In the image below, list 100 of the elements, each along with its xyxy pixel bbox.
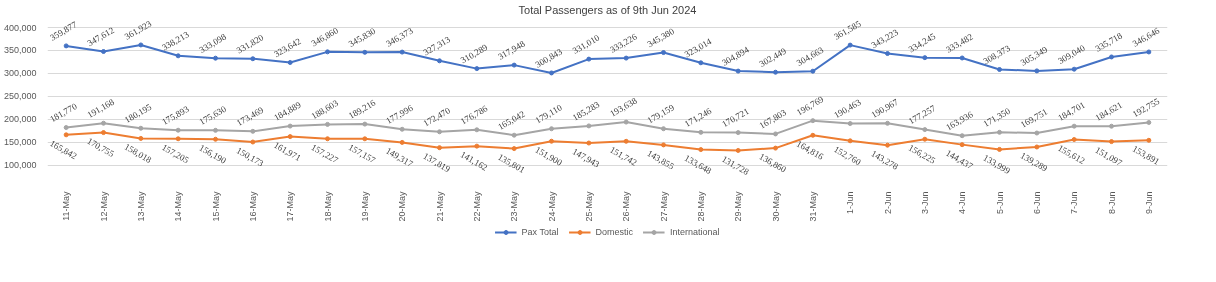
- x-tick-label: 31-May: [807, 191, 818, 222]
- point: [698, 147, 704, 153]
- point: [885, 51, 890, 57]
- point: [773, 145, 778, 151]
- point: [810, 68, 816, 74]
- point: [549, 126, 554, 132]
- point: [362, 136, 368, 142]
- x-tick-label: 2-Jun: [882, 191, 893, 215]
- point: [847, 121, 853, 127]
- x-tick-label: 30-May: [770, 191, 781, 222]
- point: [325, 49, 330, 55]
- point: [101, 49, 106, 55]
- x-tick-label: 24-May: [546, 191, 557, 222]
- point: [474, 66, 480, 72]
- point: [511, 146, 517, 152]
- point: [175, 127, 181, 133]
- point: [63, 125, 69, 131]
- point: [287, 123, 293, 129]
- y-tick-label: 100,000: [3, 160, 37, 170]
- point: [847, 138, 853, 144]
- point: [437, 58, 442, 64]
- point: [1146, 49, 1152, 55]
- x-tick-label: 21-May: [434, 191, 445, 222]
- point: [250, 128, 256, 134]
- point: [1034, 68, 1040, 74]
- point: [698, 60, 704, 66]
- point: [997, 146, 1002, 152]
- point: [885, 120, 890, 126]
- point: [735, 130, 741, 136]
- point: [399, 49, 405, 55]
- point: [922, 136, 928, 142]
- y-tick-label: 400,000: [3, 22, 37, 33]
- y-tick-label: 250,000: [3, 91, 37, 102]
- point: [661, 126, 666, 132]
- x-tick-label: 8-Jun: [1106, 191, 1117, 215]
- point: [623, 119, 629, 125]
- point: [175, 53, 181, 59]
- legend-label: Pax Total: [521, 227, 559, 237]
- point: [997, 67, 1002, 72]
- point: [959, 55, 965, 61]
- point: [474, 127, 480, 133]
- x-tick-label: 23-May: [509, 191, 520, 222]
- point: [773, 69, 778, 75]
- point: [1109, 54, 1114, 60]
- point: [511, 132, 517, 138]
- x-tick-label: 27-May: [658, 191, 669, 222]
- point: [213, 55, 218, 61]
- y-tick-label: 200,000: [3, 114, 37, 125]
- x-tick-label: 28-May: [695, 191, 706, 222]
- legend-label: Domestic: [595, 227, 633, 237]
- point: [138, 125, 144, 131]
- point: [250, 56, 256, 62]
- point: [623, 55, 629, 61]
- point: [287, 60, 293, 65]
- point: [847, 42, 853, 48]
- point: [175, 136, 181, 142]
- point: [698, 129, 704, 135]
- x-tick-label: 15-May: [210, 191, 221, 222]
- point: [810, 118, 816, 124]
- point: [586, 123, 592, 129]
- point: [325, 121, 330, 127]
- x-tick-label: 9-Jun: [1143, 191, 1154, 215]
- point: [959, 133, 965, 139]
- point: [586, 140, 592, 146]
- point: [511, 62, 517, 68]
- point: [362, 121, 368, 127]
- point: [325, 136, 330, 142]
- x-tick-label: 29-May: [733, 191, 744, 222]
- point: [1071, 66, 1077, 72]
- point: [922, 55, 928, 61]
- x-tick-label: 13-May: [135, 191, 146, 222]
- point: [101, 130, 106, 136]
- x-tick-label: 6-Jun: [1031, 191, 1042, 215]
- y-tick-label: 300,000: [3, 68, 37, 79]
- point: [661, 50, 666, 56]
- legend-label: International: [669, 227, 720, 237]
- point: [549, 70, 554, 76]
- point: [437, 129, 442, 135]
- x-tick-label: 19-May: [359, 191, 370, 222]
- x-tick-label: 1-Jun: [845, 191, 856, 215]
- y-tick-label: 150,000: [3, 137, 37, 148]
- point: [1071, 123, 1077, 129]
- point: [1109, 139, 1114, 145]
- point: [213, 127, 218, 133]
- x-tick-label: 7-Jun: [1069, 191, 1080, 215]
- point: [810, 132, 816, 138]
- x-tick-label: 5-Jun: [994, 191, 1005, 215]
- point: [474, 143, 480, 149]
- point: [922, 127, 928, 133]
- point: [1071, 137, 1077, 143]
- point: [362, 49, 368, 55]
- point: [586, 56, 592, 62]
- x-tick-label: 20-May: [397, 191, 408, 222]
- point: [63, 132, 69, 138]
- point: [735, 147, 741, 153]
- point: [138, 42, 144, 48]
- x-tick-label: 11-May: [61, 191, 72, 221]
- x-tick-label: 4-Jun: [957, 191, 968, 215]
- point: [213, 136, 218, 142]
- point: [101, 120, 106, 126]
